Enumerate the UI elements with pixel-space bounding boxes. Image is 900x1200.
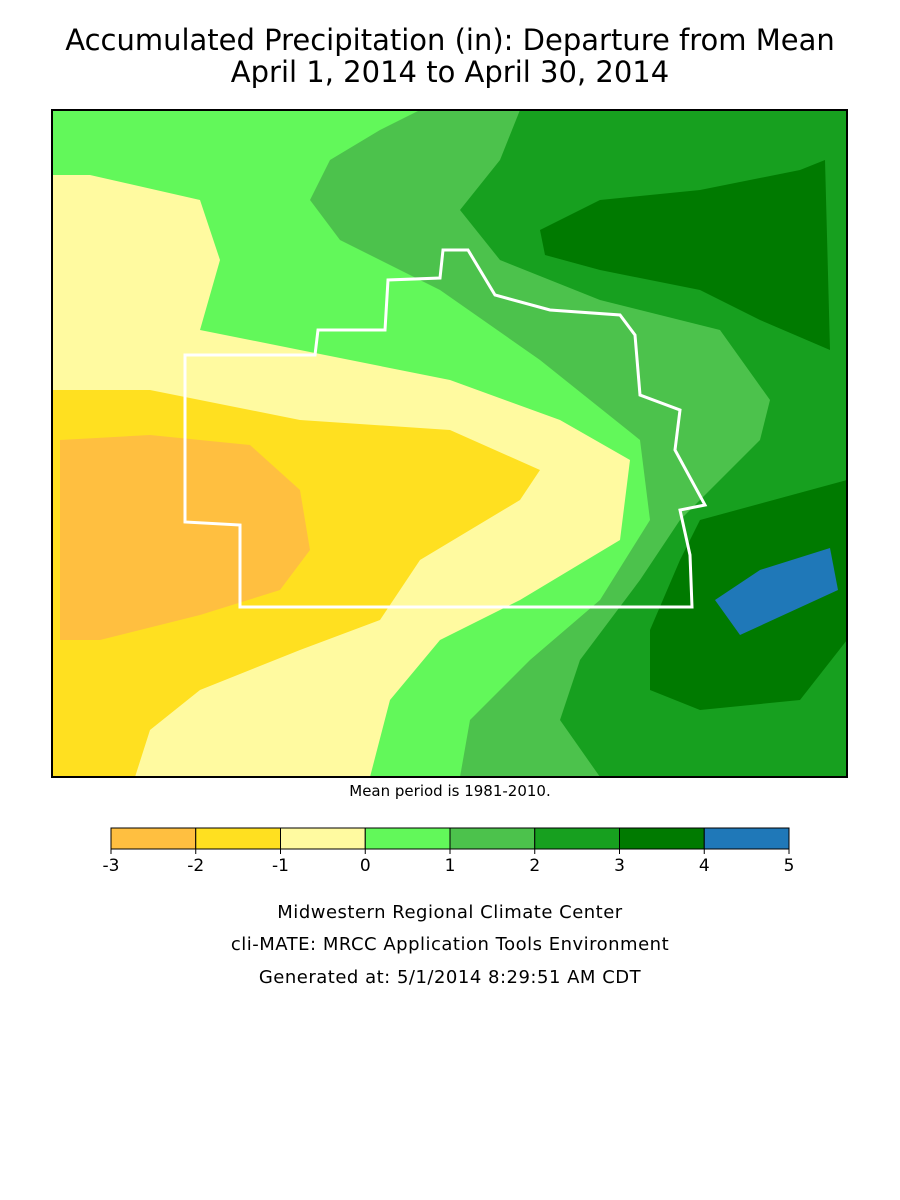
legend-swatch: [364, 827, 451, 850]
legend-swatch: [703, 827, 790, 850]
title: Accumulated Precipitation (in): Departur…: [65, 23, 835, 57]
legend: -3 -2 -1 0 1 2 3 4 5: [103, 827, 795, 876]
legend-swatch: [195, 827, 281, 850]
state-outline: [183, 248, 708, 609]
legend-tick-label: 5: [784, 856, 795, 876]
region: [60, 435, 310, 640]
legend-swatch: [449, 827, 536, 850]
legend-tick-label: 0: [360, 856, 371, 876]
legend-tick-label: -2: [187, 856, 204, 876]
credit: Midwestern Regional Climate Center: [277, 902, 623, 923]
legend-tick-label: 2: [529, 856, 540, 876]
legend-tick-label: 3: [614, 856, 625, 876]
credit: Generated at: 5/1/2014 8:29:51 AM CDT: [259, 967, 642, 988]
region: [540, 160, 830, 350]
legend-tick-label: 4: [699, 856, 710, 876]
legend-swatch: [619, 827, 705, 850]
legend-swatch: [280, 827, 366, 850]
note: Mean period is 1981-2010.: [349, 782, 550, 800]
legend-tick-label: -1: [272, 856, 289, 876]
map: [52, 110, 847, 777]
subtitle: April 1, 2014 to April 30, 2014: [231, 55, 669, 89]
legend-swatch: [110, 827, 197, 850]
credit: cli-MATE: MRCC Application Tools Environ…: [231, 934, 669, 955]
map-frame: [51, 109, 848, 778]
legend-tick-label: 1: [445, 856, 456, 876]
legend-tick-label: -3: [103, 856, 120, 876]
legend-swatch: [534, 827, 620, 850]
region: [715, 548, 838, 635]
